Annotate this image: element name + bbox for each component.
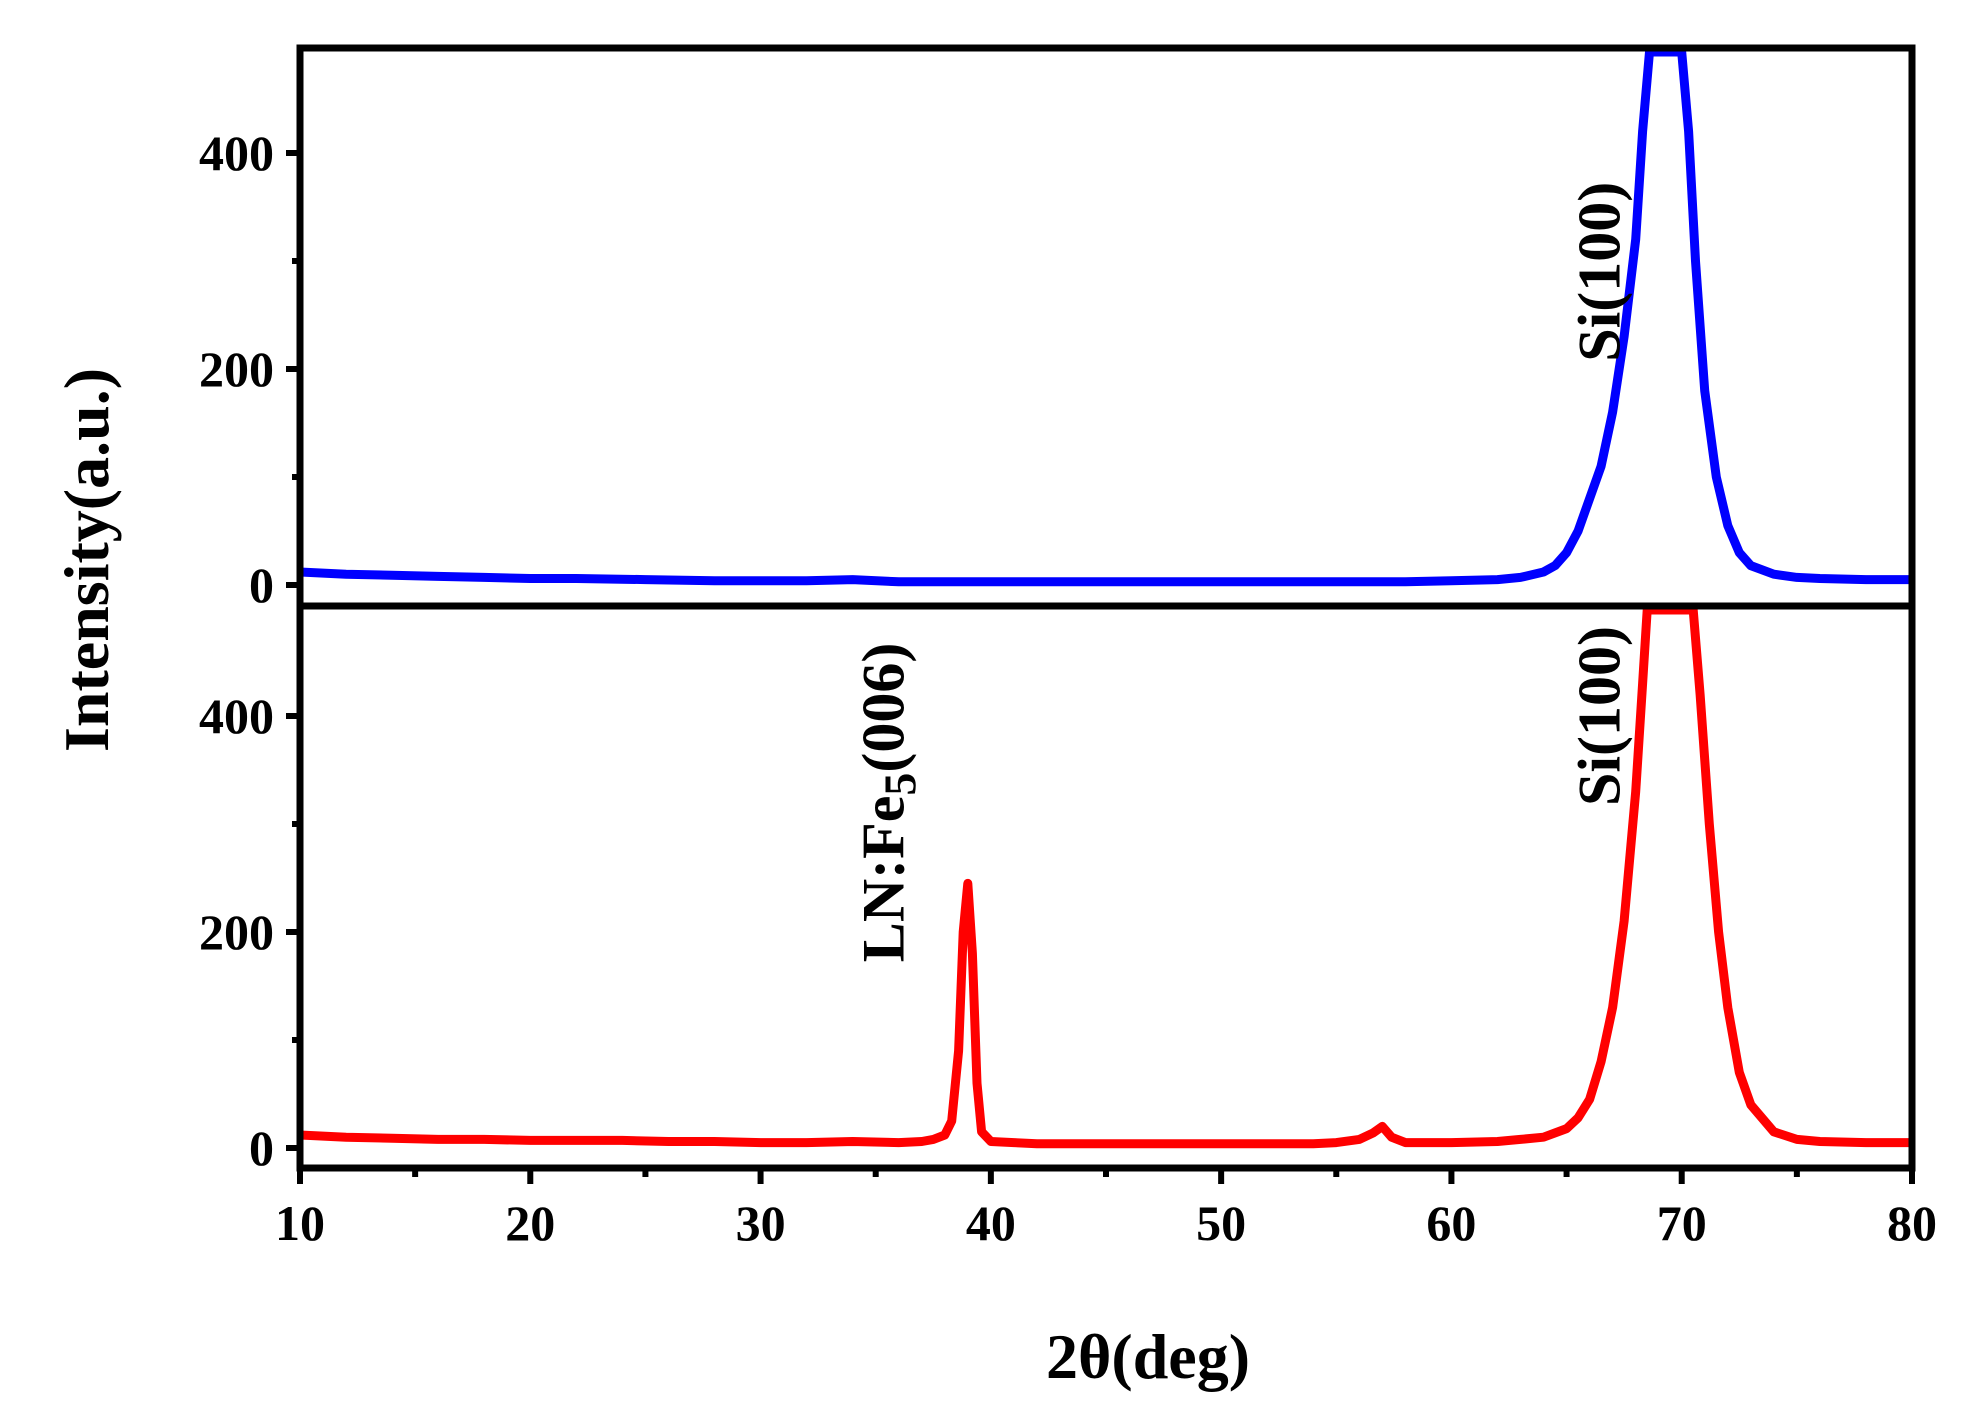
- x-axis-title: 2θ(deg): [1046, 1321, 1250, 1392]
- y-axis-title: Intensity(a.u.): [51, 368, 122, 752]
- top-series-line: [300, 51, 1912, 587]
- y-tick-label: 0: [249, 1120, 274, 1176]
- x-tick-label: 70: [1657, 1195, 1707, 1251]
- x-tick-label: 30: [736, 1195, 786, 1251]
- x-tick-label: 80: [1887, 1195, 1937, 1251]
- x-tick-label: 40: [966, 1195, 1016, 1251]
- x-tick-label: 50: [1196, 1195, 1246, 1251]
- annotation-si-peak: Si(100): [1567, 182, 1633, 362]
- annotation-lnfe-peak: LN:Fe5(006): [850, 643, 925, 963]
- bottom-panel: 0 200 400 10 20 30 40 50 60 70 80 LN:Fe5(006) Si(100…: [199, 602, 1937, 1251]
- bottom-plot-frame: [296, 602, 1916, 1172]
- annotation-si-peak: Si(100): [1567, 626, 1633, 806]
- y-tick-label: 400: [199, 688, 274, 744]
- top-plot-frame: [296, 44, 1916, 610]
- y-tick-label: 200: [199, 904, 274, 960]
- bottom-series-line: [300, 609, 1912, 1149]
- y-tick-label: 400: [199, 125, 274, 181]
- top-panel: 0 200 400 Si(100): [199, 44, 1916, 613]
- x-tick-label: 10: [275, 1195, 325, 1251]
- x-tick-label: 60: [1426, 1195, 1476, 1251]
- y-tick-label: 200: [199, 341, 274, 397]
- x-tick-label: 20: [505, 1195, 555, 1251]
- y-tick-label: 0: [249, 557, 274, 613]
